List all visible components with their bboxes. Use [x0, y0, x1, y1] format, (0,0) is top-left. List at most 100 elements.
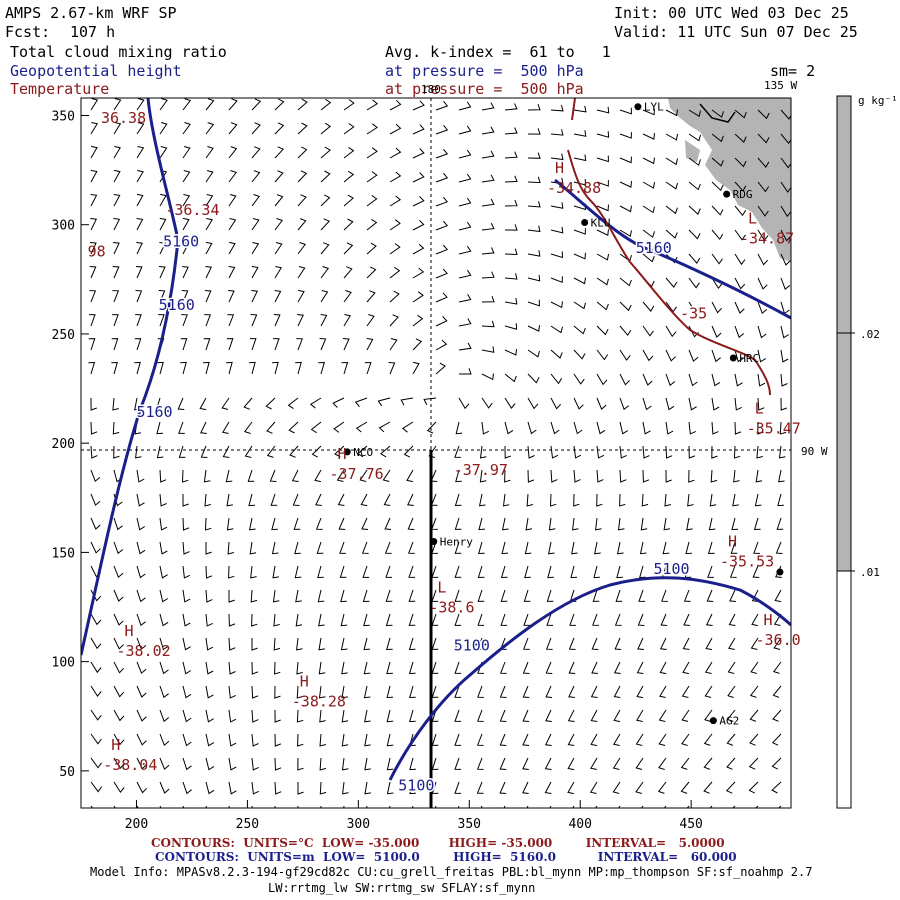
- wind-barb: [590, 709, 598, 722]
- wind-barb: [435, 244, 449, 255]
- height-contour-label: 5100: [653, 560, 689, 578]
- wind-barb: [205, 542, 212, 555]
- wind-barb: [619, 421, 629, 435]
- wind-barb: [435, 268, 448, 279]
- wind-barb: [251, 194, 261, 207]
- wind-barb: [504, 151, 518, 159]
- wind-barb: [550, 251, 564, 259]
- wind-barb: [635, 781, 644, 794]
- wind-barb: [359, 469, 368, 482]
- wind-barb: [499, 709, 507, 722]
- wind-barb: [504, 127, 518, 135]
- extremum-symbol: H: [300, 672, 309, 690]
- height-contour-label: 5100: [454, 637, 490, 655]
- wind-barb: [619, 205, 632, 213]
- wind-barb: [250, 565, 257, 579]
- wind-barb: [412, 243, 425, 255]
- wind-barb: [619, 277, 632, 287]
- wind-barb: [136, 193, 144, 207]
- wind-barb: [613, 661, 621, 674]
- wind-barb: [362, 565, 370, 578]
- wind-barb: [435, 172, 449, 183]
- wind-barb: [297, 194, 307, 207]
- wind-barb: [205, 218, 213, 231]
- wind-barb: [590, 757, 598, 770]
- wind-barb: [343, 123, 355, 135]
- wind-barb: [481, 150, 495, 159]
- wind-barb: [659, 637, 667, 650]
- wind-barb: [332, 397, 345, 408]
- wind-barb: [595, 517, 602, 531]
- wind-barb: [341, 709, 349, 723]
- wind-barb: [642, 469, 650, 483]
- wind-barb: [423, 397, 437, 406]
- wind-barb: [641, 493, 649, 507]
- wind-barb: [734, 253, 746, 266]
- extremum-value: 98: [88, 242, 106, 260]
- wind-barb: [205, 781, 215, 795]
- wind-barb: [90, 637, 102, 650]
- wind-barb: [688, 397, 697, 411]
- wind-barb: [182, 733, 192, 747]
- wind-barb: [568, 685, 575, 698]
- wind-barb: [617, 517, 625, 531]
- wind-barb: [431, 565, 439, 578]
- wind-barb: [385, 613, 393, 627]
- wind-barb: [409, 709, 416, 723]
- wind-barb: [182, 637, 191, 651]
- wind-barb: [596, 155, 609, 163]
- wind-barb: [178, 421, 185, 434]
- wind-barb: [500, 613, 508, 626]
- wind-barb: [772, 685, 782, 698]
- extremum-symbol: L: [437, 578, 446, 596]
- wind-barb: [205, 146, 214, 159]
- wind-barb: [435, 124, 449, 135]
- wind-barb: [315, 493, 322, 506]
- colorbar-label: .02: [860, 328, 880, 341]
- wind-barb: [159, 565, 168, 579]
- wind-barb: [319, 733, 326, 747]
- wind-barb: [274, 781, 282, 795]
- wind-barb: [499, 757, 507, 770]
- wind-barb: [272, 361, 279, 375]
- wind-barb: [251, 685, 259, 699]
- wind-barb: [642, 325, 654, 337]
- wind-barb: [522, 685, 530, 698]
- wind-barb: [458, 221, 472, 231]
- wind-barb: [388, 362, 396, 375]
- wind-barb: [251, 613, 258, 627]
- wind-barb: [729, 565, 737, 578]
- wind-barb: [90, 805, 94, 808]
- wind-barb: [228, 781, 237, 795]
- wind-barb: [458, 125, 472, 135]
- wind-barb: [296, 709, 304, 723]
- wind-barb: [504, 273, 518, 280]
- wind-barb: [661, 589, 668, 602]
- wind-barb: [136, 613, 147, 627]
- wind-barb: [780, 325, 790, 339]
- wind-barb: [112, 266, 120, 279]
- wind-barb: [159, 637, 169, 651]
- wind-barb: [251, 290, 259, 303]
- wind-barb: [90, 541, 101, 554]
- wind-barb: [665, 421, 674, 435]
- wind-barb: [504, 469, 511, 483]
- wind-barb: [181, 290, 189, 303]
- wind-barb: [90, 781, 103, 793]
- wind-barb: [592, 613, 599, 626]
- wind-barb: [366, 290, 376, 303]
- wind-barb: [596, 421, 606, 435]
- wind-barb: [458, 173, 472, 183]
- wind-barb: [247, 469, 255, 482]
- wind-barb: [159, 613, 169, 627]
- wind-barb: [458, 342, 472, 351]
- wind-barb: [636, 685, 644, 699]
- cloud-patch: [685, 140, 700, 162]
- wind-barb: [266, 421, 276, 434]
- height-contours: [81, 98, 791, 781]
- wind-barb: [711, 109, 724, 118]
- wind-barb: [458, 101, 472, 111]
- temperature-contours: [567, 98, 771, 396]
- wind-barb: [642, 133, 655, 140]
- wind-barb: [729, 589, 736, 602]
